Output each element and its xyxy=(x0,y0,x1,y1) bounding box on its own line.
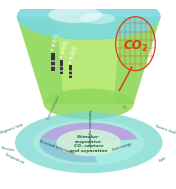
Ellipse shape xyxy=(68,61,71,64)
Bar xyxy=(60,70,63,72)
Text: Light: Light xyxy=(158,155,168,163)
Polygon shape xyxy=(40,136,89,162)
Ellipse shape xyxy=(48,7,102,23)
Text: Heat energy: Heat energy xyxy=(111,142,132,152)
Ellipse shape xyxy=(62,41,68,46)
Ellipse shape xyxy=(17,0,161,40)
Text: Electric field: Electric field xyxy=(155,124,176,135)
Text: 2: 2 xyxy=(141,44,146,53)
Text: responsive: responsive xyxy=(75,140,102,144)
Polygon shape xyxy=(17,17,161,104)
Bar xyxy=(69,65,72,78)
Ellipse shape xyxy=(80,13,116,24)
Ellipse shape xyxy=(51,44,55,47)
Ellipse shape xyxy=(71,47,77,51)
Ellipse shape xyxy=(61,46,66,50)
Ellipse shape xyxy=(52,39,57,43)
Text: Guest molecule: Guest molecule xyxy=(47,95,61,120)
Text: CO: CO xyxy=(124,39,142,52)
Polygon shape xyxy=(40,123,135,162)
Bar xyxy=(69,74,72,76)
Ellipse shape xyxy=(60,51,64,54)
Text: Stimulus-: Stimulus- xyxy=(77,135,100,139)
Polygon shape xyxy=(56,17,121,104)
Bar xyxy=(69,70,72,72)
Text: CO₂ capture: CO₂ capture xyxy=(74,144,103,148)
Bar xyxy=(51,53,55,71)
Text: Interaction regulation: Interaction regulation xyxy=(87,110,91,145)
Ellipse shape xyxy=(33,120,144,165)
Bar xyxy=(60,60,63,74)
Ellipse shape xyxy=(44,89,134,119)
Ellipse shape xyxy=(53,34,59,39)
Polygon shape xyxy=(41,123,137,143)
Ellipse shape xyxy=(69,57,73,60)
Text: Magnetic field: Magnetic field xyxy=(0,123,24,135)
Ellipse shape xyxy=(70,52,75,56)
Bar xyxy=(60,66,63,67)
Text: Temperature: Temperature xyxy=(4,153,25,165)
Bar xyxy=(51,65,55,67)
Ellipse shape xyxy=(50,49,53,51)
Text: and separation: and separation xyxy=(70,149,107,153)
Ellipse shape xyxy=(15,112,162,173)
Ellipse shape xyxy=(59,56,62,58)
Ellipse shape xyxy=(56,129,121,156)
Text: Structural deformation: Structural deformation xyxy=(38,139,74,156)
Text: pH: pH xyxy=(121,105,126,111)
Bar xyxy=(51,60,55,62)
Polygon shape xyxy=(40,123,137,162)
Text: Pressure: Pressure xyxy=(1,146,15,153)
